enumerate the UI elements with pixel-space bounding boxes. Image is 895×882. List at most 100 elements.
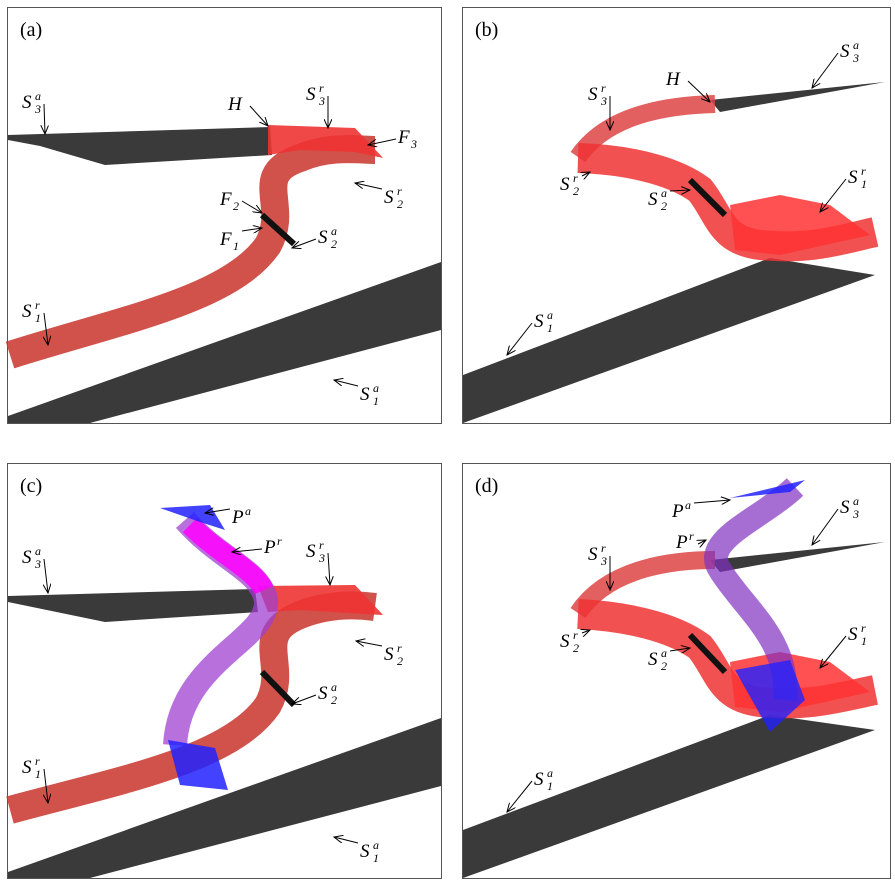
annotation-symbol: S: [648, 189, 658, 210]
annotation-subscript: 1: [233, 239, 239, 253]
annotation-arrow: [355, 183, 382, 189]
annotation-superscript: r: [601, 541, 606, 555]
annotation-symbol: S: [560, 631, 570, 652]
annotation-arrow: [292, 239, 316, 248]
annotation-symbol: H: [665, 69, 681, 90]
annotation-subscript: 3: [318, 94, 325, 108]
annotation-subscript: 1: [35, 311, 41, 325]
panel-label: (a): [20, 19, 42, 41]
annotation-subscript: 3: [34, 557, 41, 571]
annotation-symbol: F: [219, 229, 232, 250]
annotation-superscript: r: [397, 184, 402, 198]
annotation-symbol: S: [588, 544, 598, 565]
annotation-arrow: [694, 500, 730, 503]
annotation-superscript: r: [319, 538, 324, 552]
annotation-subscript: 2: [331, 693, 337, 707]
annotation-superscript: r: [277, 534, 282, 548]
annotation-arrow: [44, 104, 45, 134]
annotation-arrow: [820, 179, 846, 212]
annotation-superscript: a: [853, 38, 859, 52]
annotation-superscript: r: [601, 81, 606, 95]
annotation-arrow: [242, 201, 262, 213]
figure: (a)Sa3HSr3F3Sr2F2F1Sa2Sr1Sa1(b)Sa3HSr3Sr…: [0, 0, 895, 882]
annotation-subscript: 2: [573, 641, 579, 655]
annotation-superscript: r: [573, 628, 578, 642]
annotation-subscript: 2: [397, 654, 403, 668]
annotation-arrow: [334, 380, 358, 386]
annotation-symbol: S: [588, 84, 598, 105]
annotation-subscript: 3: [34, 102, 41, 116]
annotation-superscript: a: [35, 544, 41, 558]
annotation-symbol: F: [397, 127, 410, 148]
annotation-arrow: [582, 630, 590, 633]
annotation-symbol: P: [263, 537, 276, 558]
annotation-symbol: S: [22, 547, 32, 568]
annotation-arrow: [242, 228, 262, 231]
annotation-symbol: S: [534, 311, 544, 332]
annotation-symbol: F: [219, 189, 232, 210]
surfaces-b: [463, 82, 885, 423]
annotation-symbol: P: [675, 532, 688, 553]
annotation-subscript: 2: [233, 199, 239, 213]
annotation-symbol: S: [306, 541, 316, 562]
annotation-symbol: S: [848, 624, 858, 645]
annotation-superscript: r: [397, 641, 402, 655]
annotation-superscript: a: [373, 838, 379, 852]
annotation-superscript: r: [573, 171, 578, 185]
annotation-superscript: r: [35, 298, 40, 312]
annotation-superscript: a: [547, 308, 553, 322]
annotation-subscript: 3: [600, 94, 607, 108]
annotation-subscript: 2: [661, 659, 667, 673]
annotation-symbol: S: [848, 167, 858, 188]
annotation-superscript: r: [319, 81, 324, 95]
annotation-symbol: S: [534, 769, 544, 790]
annotation-subscript: 1: [547, 779, 553, 793]
annotation-symbol: S: [22, 757, 32, 778]
annotation-subscript: 2: [331, 237, 337, 251]
annotation-superscript: r: [861, 621, 866, 635]
annotation-arrow: [820, 636, 846, 668]
panel-label: (b): [475, 19, 498, 41]
annotation-superscript: a: [685, 498, 691, 512]
annotation-superscript: a: [661, 186, 667, 200]
annotation-symbol: H: [227, 94, 243, 115]
annotation-superscript: a: [331, 224, 337, 238]
annotation-symbol: S: [318, 683, 328, 704]
annotation-subscript: 2: [397, 197, 403, 211]
annotation-subscript: 1: [547, 321, 553, 335]
annotation-subscript: 1: [861, 634, 867, 648]
annotation-superscript: a: [35, 89, 41, 103]
annotation-subscript: 3: [318, 551, 325, 565]
annotation-symbol: S: [384, 187, 394, 208]
annotation-symbol: S: [360, 841, 370, 862]
annotation-subscript: 1: [373, 851, 379, 865]
annotation-subscript: 2: [573, 184, 579, 198]
annotation-subscript: 1: [861, 177, 867, 191]
annotation-arrow: [356, 641, 382, 646]
annotation-subscript: 2: [661, 199, 667, 213]
annotation-arrow: [250, 106, 268, 126]
annotation-symbol: S: [306, 84, 316, 105]
annotation-subscript: 3: [852, 507, 859, 521]
surfaces-a: [8, 125, 441, 423]
annotation-superscript: r: [689, 529, 694, 543]
annotation-symbol: S: [840, 497, 850, 518]
annotation-arrow: [328, 553, 330, 585]
annotation-superscript: a: [853, 494, 859, 508]
annotation-symbol: S: [360, 384, 370, 405]
annotation-arrow: [698, 540, 706, 544]
annotation-subscript: 3: [410, 137, 417, 151]
annotation-arrow: [812, 53, 838, 88]
annotation-superscript: a: [661, 646, 667, 660]
annotation-symbol: S: [22, 92, 32, 113]
annotation-subscript: 3: [600, 554, 607, 568]
annotation-symbol: S: [384, 644, 394, 665]
annotation-arrow: [292, 695, 316, 704]
annotation-arrow: [44, 559, 48, 593]
annotation-arrow: [334, 837, 358, 843]
annotation-symbol: P: [671, 501, 684, 522]
annotation-superscript: a: [245, 504, 251, 518]
annotation-symbol: S: [560, 174, 570, 195]
annotation-superscript: a: [547, 766, 553, 780]
annotation-superscript: a: [331, 680, 337, 694]
